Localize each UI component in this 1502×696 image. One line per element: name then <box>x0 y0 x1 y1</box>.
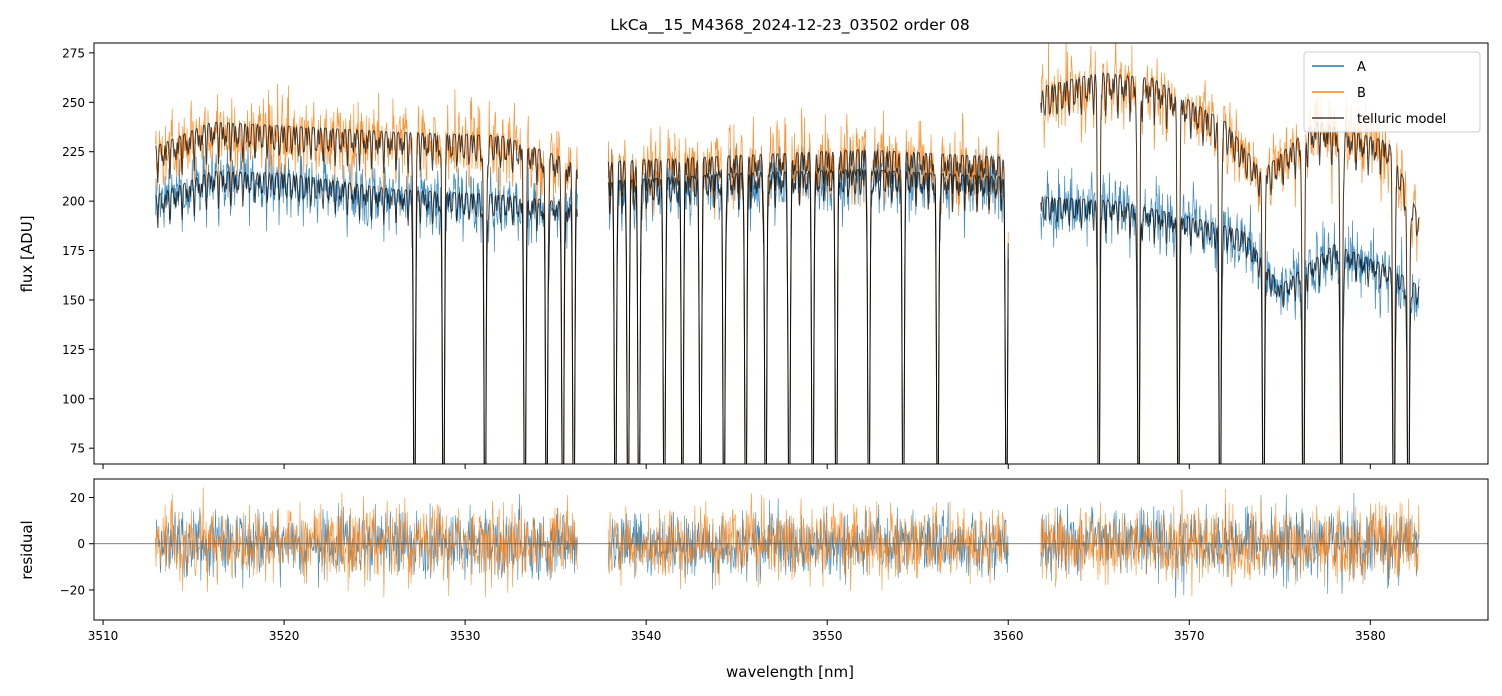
legend-label-b: B <box>1357 86 1366 101</box>
flux-y-tick-label: 75 <box>70 442 85 456</box>
flux-x-ticks <box>102 464 1371 469</box>
residual-y-tick-label: 20 <box>70 491 85 505</box>
residual-y-tick-label: 0 <box>77 537 85 551</box>
flux-axes-frame <box>93 42 1489 465</box>
x-axis-label: wavelength [nm] <box>726 663 854 681</box>
residual-y-axis-label: residual <box>18 520 36 579</box>
residual-b-segment-2 <box>1040 488 1420 597</box>
telluric-model-a-segment-1 <box>607 168 1009 464</box>
flux-y-axis-label: flux [ADU] <box>18 215 36 292</box>
residual-b-line <box>155 487 1420 598</box>
flux-y-tick-label: 200 <box>62 195 85 209</box>
telluric-model-lines <box>155 72 1420 464</box>
residual-y-tick-label: −20 <box>60 583 85 597</box>
x-tick-label: 3540 <box>631 629 662 643</box>
x-tick-label: 3510 <box>88 629 119 643</box>
flux-y-tick-label: 275 <box>62 46 85 60</box>
residual-y-ticks: −20 0 20 <box>60 491 94 597</box>
flux-y-tick-label: 100 <box>62 392 85 406</box>
telluric-model-a-segment-2 <box>1040 196 1420 464</box>
flux-y-tick-label: 250 <box>62 96 85 110</box>
flux-plot-area <box>155 43 1420 464</box>
legend-label-telluric: telluric model <box>1357 112 1446 127</box>
x-tick-label: 3520 <box>269 629 300 643</box>
telluric-model-b-segment-1 <box>607 148 1009 464</box>
flux-y-tick-label: 125 <box>62 343 85 357</box>
x-tick-label: 3550 <box>812 629 843 643</box>
x-tick-label: 3580 <box>1355 629 1386 643</box>
residual-b-segment-0 <box>155 487 578 598</box>
legend: A B telluric model <box>1303 51 1481 133</box>
residual-b-segment-1 <box>607 493 1009 591</box>
telluric-model-b-segment-0 <box>155 121 578 464</box>
flux-y-tick-label: 150 <box>62 293 85 307</box>
flux-panel: 75 100 125 150 175 200 225 250 275 flux [ADU] <box>18 42 1489 469</box>
x-tick-label: 3530 <box>450 629 481 643</box>
x-tick-label: 3570 <box>1174 629 1205 643</box>
x-tick-label: 3560 <box>993 629 1024 643</box>
flux-y-ticks: 75 100 125 150 175 200 225 250 275 <box>62 46 94 456</box>
series-b-segment-0 <box>155 83 578 464</box>
residual-axes-frame <box>93 478 1489 621</box>
flux-y-tick-label: 175 <box>62 244 85 258</box>
telluric-model-b-segment-2 <box>1040 72 1420 464</box>
flux-y-tick-label: 225 <box>62 145 85 159</box>
residual-plot-area <box>94 487 1488 598</box>
legend-label-a: A <box>1357 60 1366 75</box>
legend-box <box>1303 51 1481 133</box>
chart-title: LkCa__15_M4368_2024-12-23_03502 order 08 <box>610 16 970 35</box>
residual-x-ticks: 3510 3520 3530 3540 3550 3560 3570 3580 <box>88 620 1386 643</box>
telluric-model-a-segment-0 <box>155 171 578 464</box>
